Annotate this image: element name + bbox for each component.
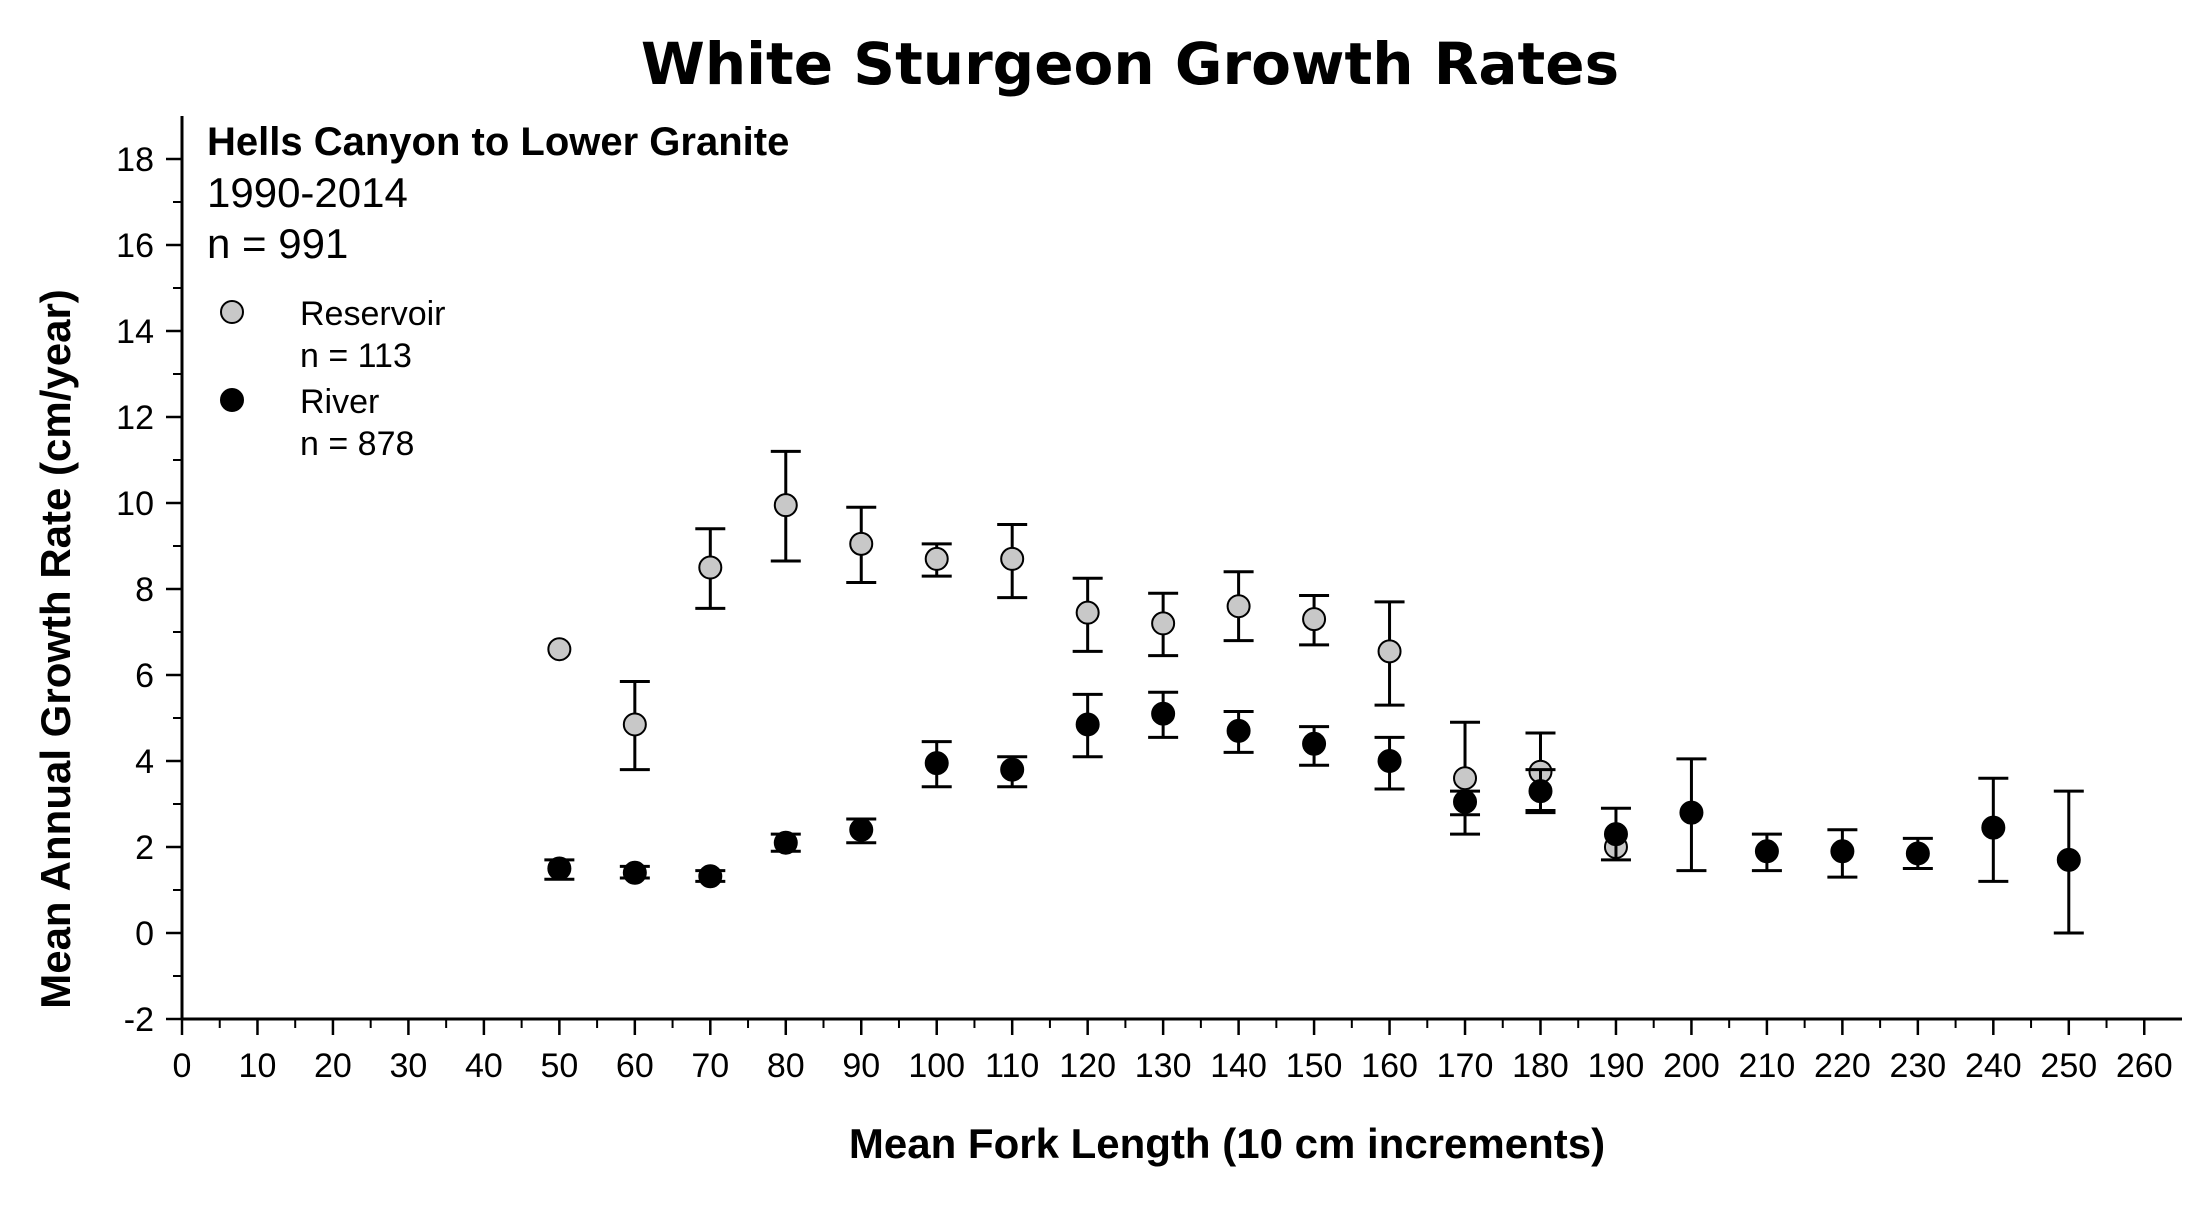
river-data-point (1226, 718, 1251, 743)
y-tick-label: 6 (135, 657, 154, 695)
x-tick-label: 200 (1663, 1047, 1720, 1085)
x-tick-label: 100 (908, 1047, 965, 1085)
x-tick-label: 10 (239, 1047, 277, 1085)
annotation-total-n: n = 991 (207, 220, 348, 267)
river-data-point (1830, 839, 1855, 864)
y-tick-label: 4 (135, 743, 154, 781)
x-tick-label: 110 (985, 1047, 1039, 1085)
x-tick-label: 170 (1437, 1047, 1494, 1085)
annotation-years: 1990-2014 (207, 169, 408, 216)
river-data-point (2056, 847, 2081, 872)
y-tick-label: 14 (116, 313, 154, 351)
legend: Reservoir n = 113 River n = 878 (220, 295, 445, 463)
x-tick-label: 40 (465, 1047, 503, 1085)
reservoir-data-point (547, 637, 572, 662)
x-tick-label: 50 (540, 1047, 578, 1085)
reservoir-data-point (1075, 600, 1100, 625)
y-tick-label: 8 (135, 571, 154, 609)
y-tick-label: 18 (116, 141, 154, 179)
river-data-point (1151, 701, 1176, 726)
chart-title: White Sturgeon Growth Rates (641, 30, 1619, 98)
river-data-point (1528, 779, 1553, 804)
x-tick-label: 250 (2040, 1047, 2097, 1085)
y-tick-label: 16 (116, 227, 154, 265)
reservoir-data-point (622, 712, 647, 737)
river-data-point (849, 817, 874, 842)
x-tick-label: 140 (1210, 1047, 1267, 1085)
reservoir-data-point (1000, 546, 1025, 571)
legend-label-river: River (300, 383, 379, 421)
x-tick-label: 230 (1889, 1047, 1946, 1085)
axes (180, 116, 2182, 1021)
x-axis-title: Mean Fork Length (10 cm increments) (849, 1120, 1605, 1167)
river-data-point (1453, 789, 1478, 814)
legend-label-reservoir: Reservoir (300, 295, 445, 333)
river-data-point (1679, 800, 1704, 825)
y-tick-label: -2 (124, 1001, 154, 1039)
x-tick-label: 210 (1739, 1047, 1796, 1085)
reservoir-data-point (1453, 766, 1478, 791)
x-tick-label: 180 (1512, 1047, 1569, 1085)
river-data-point (773, 830, 798, 855)
x-tick-label: 80 (767, 1047, 805, 1085)
x-tick-label: 240 (1965, 1047, 2022, 1085)
y-tick-label: 10 (116, 485, 154, 523)
river-data-point (622, 860, 647, 885)
reservoir-data-point (924, 546, 949, 571)
x-tick-label: 160 (1361, 1047, 1418, 1085)
x-tick-label: 90 (842, 1047, 880, 1085)
river-data-point (1075, 712, 1100, 737)
reservoir-data-point (698, 555, 723, 580)
legend-marker-reservoir (220, 300, 244, 324)
reservoir-data-point (1151, 611, 1176, 636)
reservoir-data-point (773, 493, 798, 518)
x-ticks: 0 10 20 30 40 50 60 70 80 90 100 110 120 130 140 150 160… (173, 1019, 2173, 1085)
river-data-point (698, 864, 723, 889)
x-tick-label: 190 (1588, 1047, 1645, 1085)
legend-n-reservoir: n = 113 (300, 337, 412, 375)
annotation-block: Hells Canyon to Lower Granite 1990-2014 … (207, 120, 789, 267)
river-data-point (1302, 731, 1327, 756)
reservoir-data-point (1226, 594, 1251, 619)
y-tick-label: 12 (116, 399, 154, 437)
x-tick-label: 220 (1814, 1047, 1871, 1085)
annotation-region: Hells Canyon to Lower Granite (207, 120, 789, 164)
river-data-point (924, 751, 949, 776)
x-tick-label: 260 (2116, 1047, 2173, 1085)
x-tick-label: 20 (314, 1047, 352, 1085)
y-tick-label: 0 (135, 915, 154, 953)
reservoir-data-point (1302, 607, 1327, 632)
river-data-point (1905, 841, 1930, 866)
x-tick-label: 0 (173, 1047, 192, 1085)
river-data-point (1754, 839, 1779, 864)
y-axis-title: Mean Annual Growth Rate (cm/year) (32, 289, 79, 1009)
legend-marker-river (220, 388, 244, 412)
x-tick-label: 60 (616, 1047, 654, 1085)
series-layer (544, 449, 2084, 935)
river-data-point (1981, 815, 2006, 840)
series-river (544, 690, 2084, 935)
x-tick-label: 70 (691, 1047, 729, 1085)
reservoir-data-point (849, 531, 874, 556)
x-tick-label: 130 (1135, 1047, 1192, 1085)
river-data-point (1603, 822, 1628, 847)
x-tick-label: 30 (390, 1047, 428, 1085)
reservoir-data-point (1377, 639, 1402, 664)
series-reservoir (547, 449, 1628, 859)
river-data-point (1377, 749, 1402, 773)
x-tick-label: 150 (1286, 1047, 1343, 1085)
river-data-point (547, 856, 572, 881)
x-tick-label: 120 (1059, 1047, 1116, 1085)
river-data-point (1000, 757, 1025, 782)
legend-n-river: n = 878 (300, 425, 414, 463)
y-ticks: -2 0 2 4 6 8 10 12 14 16 18 (116, 141, 182, 1039)
y-tick-label: 2 (135, 829, 154, 867)
